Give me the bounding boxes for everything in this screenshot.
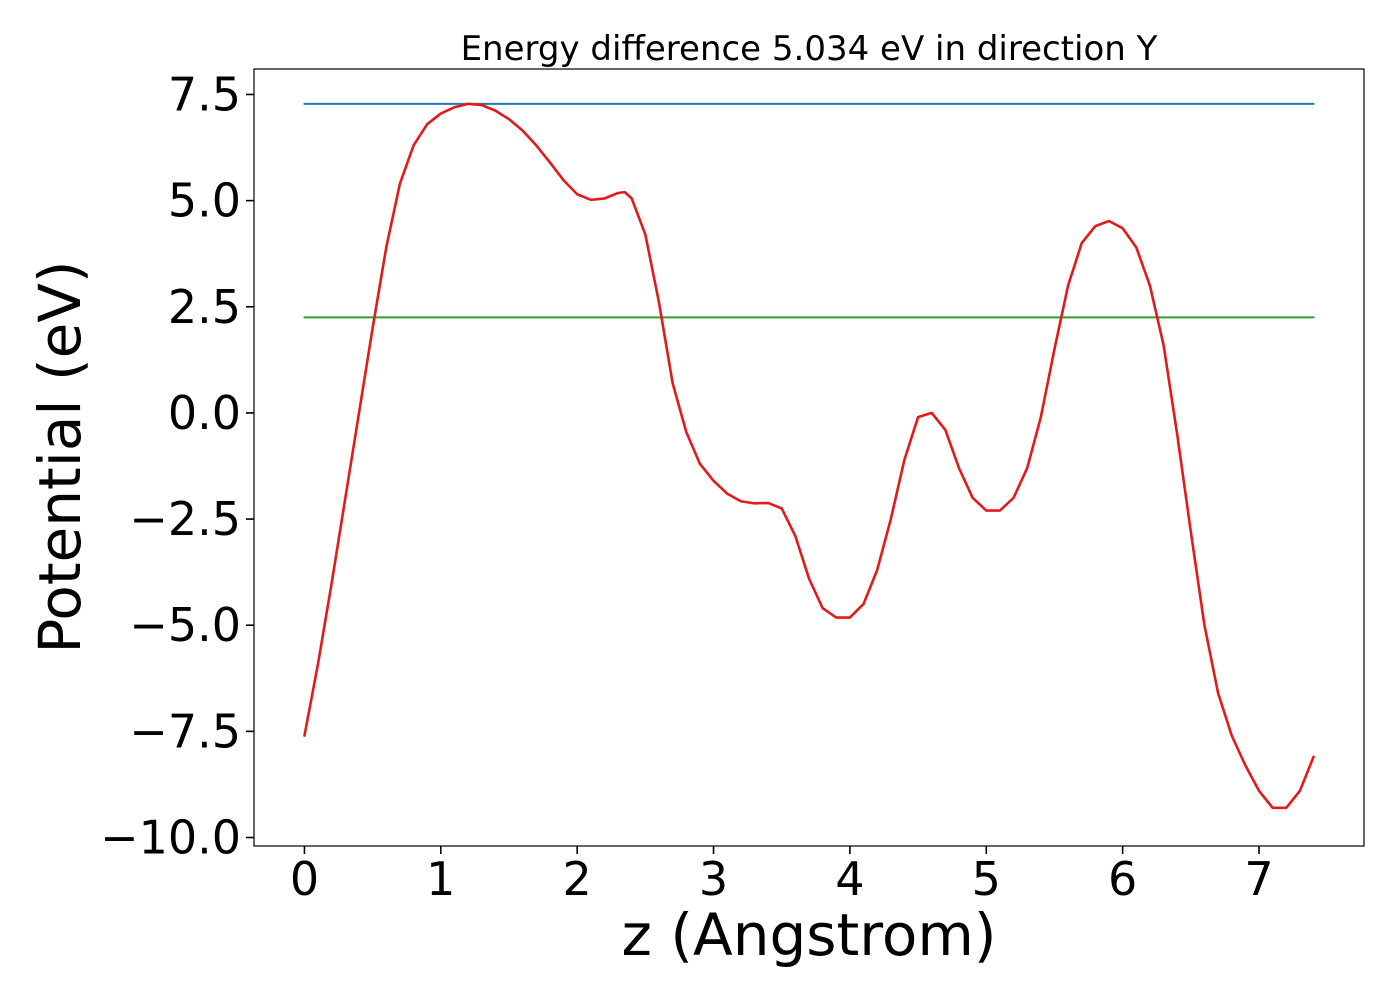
y-tick-label: 0.0 — [168, 386, 241, 440]
x-tick-label: 7 — [1244, 852, 1273, 906]
series-line-3 — [303, 102, 1315, 810]
y-tick-label: 5.0 — [168, 174, 241, 228]
y-tick-label: −2.5 — [129, 492, 241, 546]
x-axis: 0 1 2 3 4 5 6 7 — [290, 846, 1274, 906]
x-tick-label: 4 — [835, 852, 864, 906]
plot-frame — [253, 68, 1365, 847]
y-tick-label: −10.0 — [100, 811, 241, 865]
y-tick-label: 2.5 — [168, 280, 241, 334]
x-axis-label: z (Angstrom) — [622, 901, 997, 969]
x-tick-label: 6 — [1108, 852, 1137, 906]
y-tick-label: −7.5 — [129, 704, 241, 758]
x-tick-label: 2 — [563, 852, 592, 906]
x-tick-label: 1 — [426, 852, 455, 906]
y-tick-label: 7.5 — [168, 67, 241, 121]
y-axis-label: Potential (eV) — [26, 260, 94, 653]
x-tick-label: 5 — [972, 852, 1001, 906]
chart-title: Energy difference 5.034 eV in direction … — [461, 29, 1158, 69]
y-axis: 7.5 5.0 2.5 0.0 −2.5 −5.0 −7.5 −10.0 — [100, 67, 254, 865]
x-tick-label: 0 — [290, 852, 319, 906]
series-layer — [303, 102, 1315, 810]
x-tick-label: 3 — [699, 852, 728, 906]
y-tick-label: −5.0 — [129, 598, 241, 652]
